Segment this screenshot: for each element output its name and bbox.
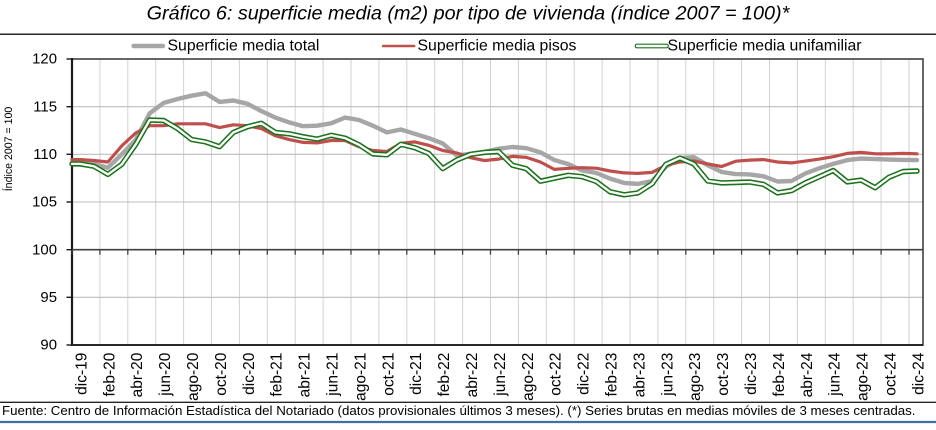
svg-text:ago-21: ago-21 [352,353,369,401]
svg-text:oct-22: oct-22 [548,353,565,396]
svg-text:100: 100 [32,242,57,258]
svg-text:jun-24: jun-24 [827,352,844,396]
svg-text:oct-24: oct-24 [883,352,900,395]
svg-text:ago-22: ago-22 [520,353,537,401]
svg-text:Superficie media pisos: Superficie media pisos [418,37,577,54]
svg-text:Superficie media total: Superficie media total [168,37,320,54]
svg-text:90: 90 [40,338,57,354]
svg-text:dic-21: dic-21 [408,353,425,395]
svg-text:105: 105 [32,195,57,211]
svg-text:ago-23: ago-23 [687,353,704,401]
svg-text:oct-20: oct-20 [213,352,230,395]
svg-text:dic-20: dic-20 [241,352,258,395]
svg-text:ago-20: ago-20 [185,352,202,401]
svg-text:abr-20: abr-20 [129,352,146,397]
svg-text:110: 110 [33,147,57,163]
svg-text:oct-21: oct-21 [380,353,397,396]
svg-text:feb-24: feb-24 [771,352,788,396]
svg-text:feb-21: feb-21 [269,353,286,397]
svg-text:Índice 2007 = 100: Índice 2007 = 100 [2,107,15,192]
svg-text:abr-24: abr-24 [799,352,816,397]
svg-text:Superficie media unifamiliar: Superficie media unifamiliar [668,37,862,54]
svg-text:feb-23: feb-23 [604,353,621,397]
svg-text:dic-22: dic-22 [576,353,593,395]
svg-text:jun-20: jun-20 [157,352,174,396]
svg-text:abr-23: abr-23 [631,353,648,398]
svg-text:abr-21: abr-21 [297,353,314,398]
svg-text:dic-24: dic-24 [910,352,927,395]
svg-text:115: 115 [33,99,57,115]
svg-text:ago-24: ago-24 [855,352,872,401]
svg-text:120: 120 [32,52,57,68]
svg-text:Fuente: Centro de Información: Fuente: Centro de Información Estadístic… [2,403,915,418]
svg-text:abr-22: abr-22 [464,353,481,398]
svg-text:jun-23: jun-23 [659,353,676,397]
svg-text:95: 95 [40,290,57,306]
svg-text:Gráfico 6: superficie media (m: Gráfico 6: superficie media (m2) por tip… [147,2,791,24]
svg-text:dic-23: dic-23 [743,353,760,395]
svg-text:jun-21: jun-21 [325,353,342,397]
svg-text:jun-22: jun-22 [492,353,509,397]
svg-text:dic-19: dic-19 [73,353,90,395]
svg-text:oct-23: oct-23 [715,353,732,396]
svg-text:feb-22: feb-22 [436,353,453,397]
svg-text:feb-20: feb-20 [101,352,118,396]
